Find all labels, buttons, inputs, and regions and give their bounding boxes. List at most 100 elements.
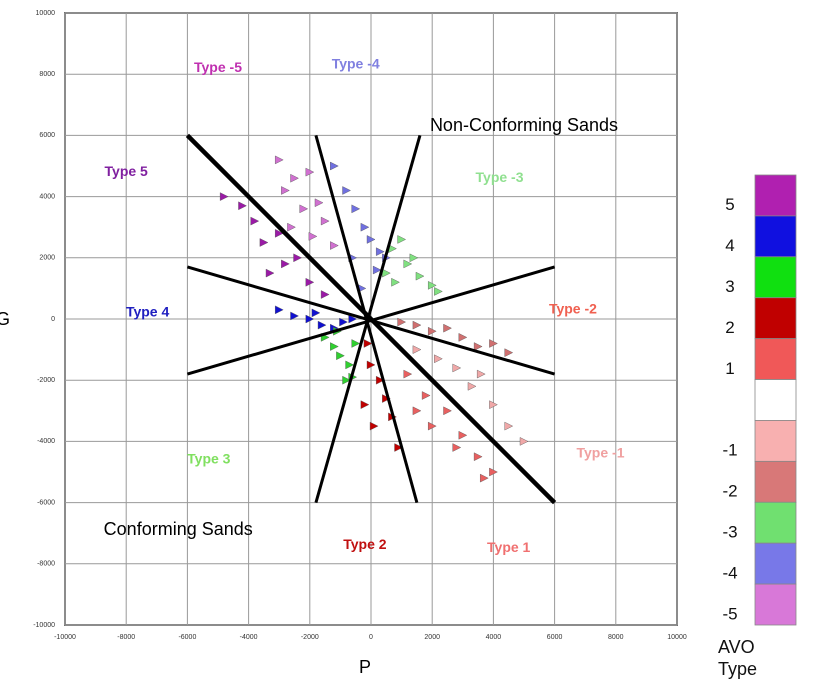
data-point: [369, 421, 379, 431]
data-point: [342, 186, 351, 195]
y-axis-label: G: [0, 309, 10, 329]
colorbar-cell: [754, 338, 797, 380]
data-point: [366, 360, 376, 370]
data-point: [330, 342, 339, 351]
data-point: [397, 317, 407, 327]
x-tick-label: 10000: [667, 634, 687, 641]
data-point: [394, 443, 403, 452]
data-point: [519, 437, 529, 446]
data-point: [360, 400, 370, 410]
data-point: [434, 287, 443, 296]
data-point: [299, 204, 309, 214]
data-point: [412, 320, 422, 330]
data-point: [476, 369, 486, 379]
annotation: Non-Conforming Sands: [430, 115, 618, 135]
data-point: [504, 421, 514, 431]
data-point: [391, 277, 400, 287]
colorbar-label: -3: [722, 522, 737, 541]
data-point: [412, 406, 422, 416]
colorbar-cell: [754, 215, 797, 258]
data-point: [287, 222, 296, 232]
data-point: [314, 198, 324, 208]
colorbar-label: -2: [722, 482, 737, 501]
data-point: [351, 339, 361, 348]
x-tick-label: 6000: [547, 634, 563, 641]
data-point: [403, 369, 413, 379]
x-tick-label: 8000: [608, 634, 624, 641]
data-point: [305, 314, 315, 324]
x-tick-label: -6000: [178, 634, 196, 641]
colorbar-cell: [754, 256, 797, 299]
data-point: [458, 430, 468, 440]
colorbar-cell: [754, 583, 797, 626]
annotation: Type 3: [187, 450, 231, 466]
data-point: [363, 339, 373, 348]
colorbar-cell: [754, 542, 797, 585]
boundary-line: [314, 134, 422, 504]
data-point: [250, 216, 260, 226]
data-point: [275, 228, 284, 238]
data-point: [375, 375, 385, 385]
data-point: [473, 452, 483, 462]
data-point: [336, 351, 345, 361]
data-point: [409, 253, 419, 263]
data-point: [434, 354, 443, 364]
colorbar-label: -5: [722, 604, 737, 623]
colorbar-title: AVO Type: [718, 637, 758, 679]
data-point: [467, 381, 477, 391]
data-point: [351, 204, 361, 214]
data-point: [275, 155, 284, 165]
annotation: Type 1: [487, 539, 531, 555]
data-point: [320, 216, 330, 226]
data-point: [428, 326, 437, 336]
colorbar-cell: [754, 297, 797, 340]
data-point: [504, 348, 514, 357]
annotation: Type 5: [105, 163, 149, 179]
data-point: [375, 247, 385, 257]
annotation: Type -2: [549, 301, 597, 317]
data-point: [305, 277, 315, 287]
data-point: [317, 320, 327, 330]
data-point: [452, 363, 462, 373]
colorbar-label: -1: [722, 441, 737, 460]
colorbar-label: -4: [722, 563, 737, 582]
y-tick-label: -8000: [37, 561, 55, 568]
data-point: [290, 311, 299, 321]
x-tick-label: 2000: [424, 634, 440, 641]
data-point: [489, 339, 498, 348]
data-point: [412, 345, 422, 354]
colorbar-cell: [754, 460, 797, 503]
data-point: [428, 421, 437, 431]
colorbar-cell: [754, 501, 797, 544]
data-point: [219, 192, 229, 201]
data-point: [458, 333, 468, 342]
annotation: Type 2: [343, 536, 387, 552]
data-point: [489, 400, 498, 410]
annotation: Type 4: [126, 304, 170, 320]
data-point: [293, 253, 303, 263]
annotation: Type -3: [476, 169, 524, 185]
annotation: Type -1: [577, 444, 625, 460]
data-point: [311, 308, 321, 318]
y-tick-label: 0: [51, 316, 55, 323]
y-tick-label: 2000: [39, 255, 55, 262]
data-point: [443, 323, 452, 333]
y-tick-label: -2000: [37, 377, 55, 384]
data-point: [305, 167, 315, 177]
data-point: [281, 186, 290, 195]
data-point: [366, 235, 376, 244]
data-point: [360, 222, 370, 232]
data-point: [397, 235, 407, 244]
colorbar-label: 5: [725, 195, 734, 214]
x-tick-label: -2000: [301, 634, 319, 641]
x-tick-label: -8000: [117, 634, 135, 641]
colorbar-label: 3: [725, 277, 734, 296]
y-tick-label: 10000: [36, 10, 56, 17]
y-tick-label: -10000: [33, 622, 55, 629]
x-axis-label: P: [359, 657, 371, 677]
data-point: [308, 232, 318, 241]
data-point: [421, 391, 431, 400]
colorbar-cell: [754, 379, 797, 421]
x-tick-label: -10000: [54, 634, 76, 641]
